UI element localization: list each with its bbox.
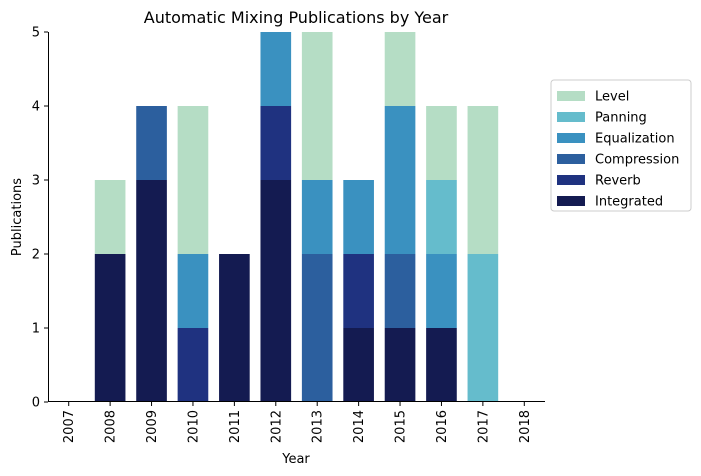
x-tick-label: 2014	[352, 410, 367, 443]
bar-level-2017	[467, 106, 499, 254]
bar-integrated-2009	[136, 180, 167, 402]
y-ticks: 0 1 2 3 4 5	[32, 26, 48, 411]
x-tick-label: 2010	[186, 410, 201, 443]
bar-reverb-2010	[177, 328, 209, 402]
legend-label-panning: Panning	[595, 111, 647, 126]
bar-equalization-2012	[260, 32, 292, 106]
x-tick-label: 2008	[104, 410, 119, 443]
bar-equalization-2013	[301, 180, 333, 254]
legend-swatch-level	[557, 91, 585, 101]
y-tick-label: 5	[32, 26, 40, 41]
x-ticks: 2007 2008 2009 2010 2011 2012 2013 2014 2015 2016…	[62, 402, 533, 443]
bar-reverb-2014	[343, 254, 374, 328]
bar-integrated-2011	[219, 254, 250, 402]
bar-panning-2016	[426, 180, 457, 254]
x-tick-label: 2011	[228, 410, 243, 443]
legend-label-level: Level	[595, 90, 629, 105]
legend: Level Panning Equalization Compression Rever…	[550, 79, 692, 212]
bar-integrated-2016	[426, 328, 457, 402]
bar-compression-2009	[136, 106, 167, 180]
x-tick-label: 2018	[518, 410, 533, 443]
x-tick-label: 2016	[435, 410, 450, 443]
bar-level-2013	[301, 32, 333, 180]
legend-swatch-panning	[557, 112, 585, 122]
y-tick-label: 4	[32, 100, 40, 115]
bar-compression-2013	[301, 254, 333, 402]
legend-label-equalization: Equalization	[595, 132, 675, 147]
bar-integrated-2012	[260, 180, 292, 402]
bars-layer	[94, 32, 499, 402]
legend-label-compression: Compression	[595, 153, 679, 168]
legend-swatch-integrated	[557, 196, 585, 206]
legend-swatch-equalization	[557, 133, 585, 143]
x-tick-label: 2015	[394, 410, 409, 443]
y-tick-label: 3	[32, 174, 40, 189]
y-tick-label: 0	[32, 396, 40, 411]
legend-swatch-compression	[557, 154, 585, 164]
y-tick-label: 1	[32, 322, 40, 337]
chart-title: Automatic Mixing Publications by Year	[144, 8, 449, 27]
bar-reverb-2012	[260, 106, 292, 180]
bar-level-2016	[426, 106, 457, 180]
bar-integrated-2008	[94, 254, 126, 402]
bar-level-2008	[94, 180, 126, 254]
y-tick-label: 2	[32, 248, 40, 263]
bar-equalization-2010	[177, 254, 209, 328]
bar-integrated-2015	[384, 328, 416, 402]
legend-swatch-reverb	[557, 175, 585, 185]
x-tick-label: 2009	[145, 410, 160, 443]
x-tick-label: 2007	[62, 410, 77, 443]
bar-compression-2015	[384, 254, 416, 328]
legend-box	[550, 79, 692, 212]
bar-panning-2017	[467, 254, 499, 402]
x-tick-label: 2012	[269, 410, 284, 443]
x-tick-label: 2017	[476, 410, 491, 443]
x-axis-title: Year	[281, 452, 310, 467]
bar-equalization-2015	[384, 106, 416, 254]
legend-label-reverb: Reverb	[595, 174, 641, 189]
x-tick-label: 2013	[311, 410, 326, 443]
bar-level-2010	[177, 106, 209, 254]
bar-level-2015	[384, 32, 416, 106]
bar-equalization-2014	[343, 180, 374, 254]
y-axis-title: Publications	[10, 178, 25, 256]
legend-label-integrated: Integrated	[595, 195, 663, 210]
bar-equalization-2016	[426, 254, 457, 328]
bar-integrated-2014	[343, 328, 374, 402]
